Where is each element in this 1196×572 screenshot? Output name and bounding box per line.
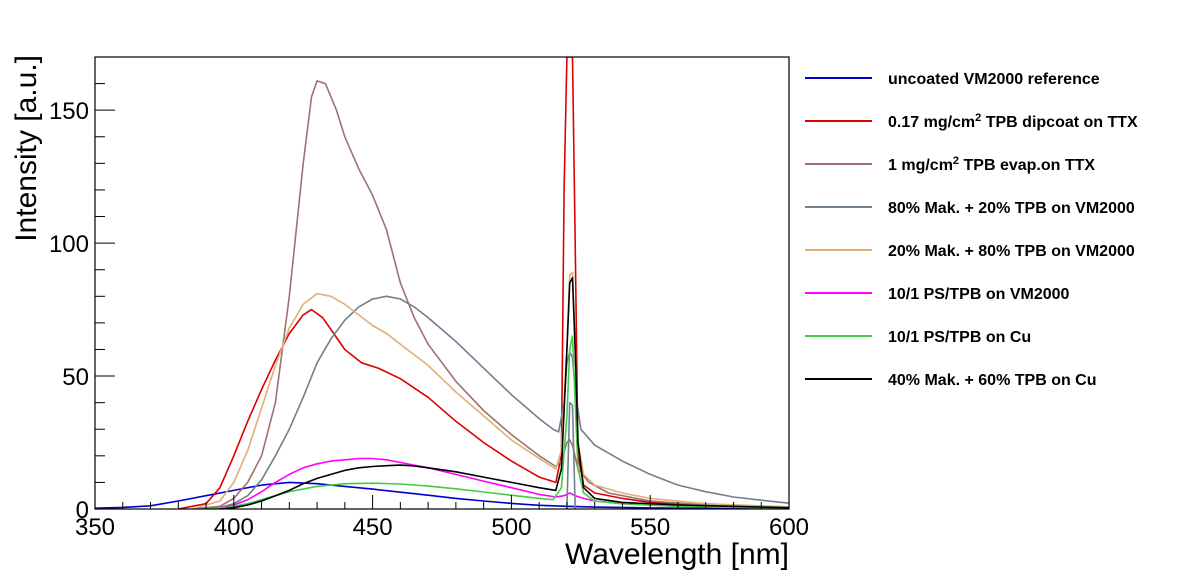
x-tick-label: 500 (491, 514, 531, 541)
x-tick-label: 550 (630, 514, 670, 541)
plot-frame (94, 56, 790, 510)
y-tick-label: 100 (49, 231, 89, 258)
series-line-3 (192, 295, 789, 509)
x-tick-label: 350 (75, 514, 115, 541)
y-tick-label: 0 (76, 497, 89, 524)
y-axis-title: Intensity [a.u.] (10, 55, 43, 242)
legend: uncoated VM2000 reference 0.17 mg/cm2 TPB… (805, 71, 1138, 389)
series-line-5 (205, 457, 789, 509)
legend-entry: 80% Mak. + 20% TPB on VM2000 (888, 200, 1135, 217)
series-line-2 (192, 80, 789, 509)
x-axis-title: Wavelength [nm] (565, 538, 789, 571)
x-tick-label: 600 (769, 514, 809, 541)
legend-entry: 0.17 mg/cm2 TPB dipcoat on TTX (888, 112, 1138, 131)
series-line-7 (219, 276, 789, 509)
legend-entry: 1 mg/cm2 TPB evap.on TTX (888, 155, 1095, 174)
y-tick-label: 50 (62, 364, 89, 391)
series-line-8 (566, 401, 576, 509)
y-tick-label: 150 (49, 98, 89, 125)
series-line-4 (191, 271, 789, 509)
x-tick-label: 450 (353, 514, 393, 541)
x-tick-label: 400 (214, 514, 254, 541)
series-layer (95, 57, 789, 509)
legend-entry: 40% Mak. + 60% TPB on Cu (888, 372, 1097, 389)
series-line-1 (178, 57, 789, 509)
legend-entry: uncoated VM2000 reference (888, 71, 1100, 88)
legend-entry: 10/1 PS/TPB on VM2000 (888, 286, 1070, 303)
legend-entry: 10/1 PS/TPB on Cu (888, 329, 1031, 346)
series-line-0 (95, 481, 789, 509)
legend-entry: 20% Mak. + 80% TPB on VM2000 (888, 243, 1135, 260)
axes-layer: 350 400 450 500 550 600 0 50 100 150 (49, 56, 809, 541)
